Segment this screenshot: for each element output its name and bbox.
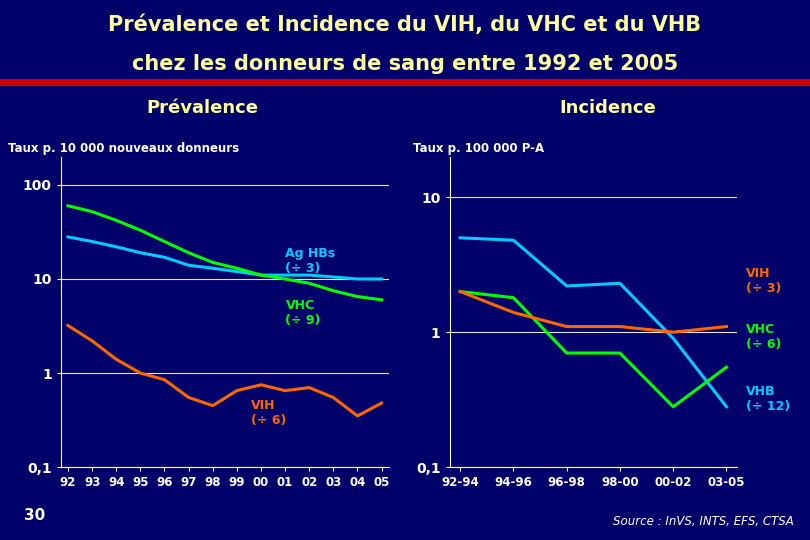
Text: Prévalence et Incidence du VIH, du VHC et du VHB: Prévalence et Incidence du VIH, du VHC e… <box>109 15 701 35</box>
Text: Source : InVS, INTS, EFS, CTSA: Source : InVS, INTS, EFS, CTSA <box>613 515 794 528</box>
Text: chez les donneurs de sang entre 1992 et 2005: chez les donneurs de sang entre 1992 et … <box>132 54 678 74</box>
Text: VIH
(÷ 6): VIH (÷ 6) <box>251 399 287 427</box>
Text: Ag HBs
(÷ 3): Ag HBs (÷ 3) <box>285 247 335 275</box>
Text: VIH
(÷ 3): VIH (÷ 3) <box>746 267 781 295</box>
Text: Taux p. 10 000 nouveaux donneurs: Taux p. 10 000 nouveaux donneurs <box>8 142 239 156</box>
Text: VHC
(÷ 9): VHC (÷ 9) <box>285 299 321 327</box>
Text: Prévalence: Prévalence <box>147 99 258 117</box>
Text: Incidence: Incidence <box>559 99 656 117</box>
Text: Taux p. 100 000 P-A: Taux p. 100 000 P-A <box>413 142 544 156</box>
Text: VHB
(÷ 12): VHB (÷ 12) <box>746 385 790 413</box>
Text: 30: 30 <box>24 508 45 523</box>
Text: VHC
(÷ 6): VHC (÷ 6) <box>746 323 781 350</box>
